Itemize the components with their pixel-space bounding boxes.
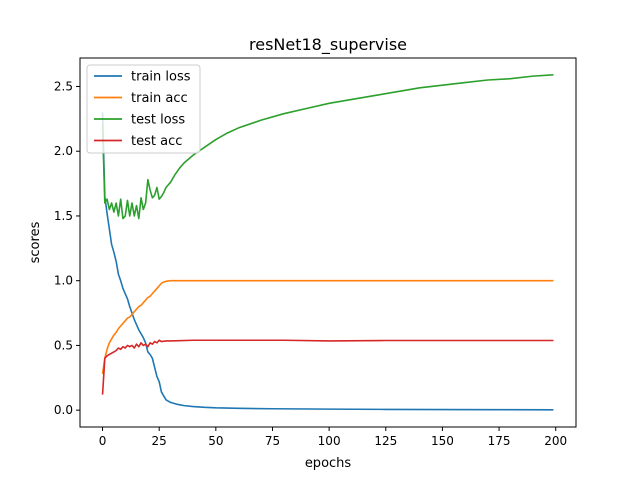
ticks-layer: 0 25 50 75 100 125 150 175 200 0.0 0.5 1.0 1.5 2.0 2.5 [54, 79, 567, 448]
series-layer [101, 74, 554, 411]
x-tick-label: 125 [374, 434, 397, 448]
legend-label: test loss [131, 113, 185, 128]
y-tick-label: 1.0 [54, 274, 73, 288]
y-tick-label: 2.0 [54, 144, 73, 158]
legend-box [86, 64, 201, 154]
plot-frame [79, 57, 577, 428]
series-line-test-acc [101, 339, 554, 395]
series-line-train-acc [101, 279, 554, 375]
x-tick-label: 75 [265, 434, 280, 448]
x-tick-label: 50 [208, 434, 223, 448]
x-tick-label: 0 [99, 434, 107, 448]
y-tick-label: 1.5 [54, 209, 73, 223]
y-tick-label: 0.0 [54, 403, 73, 417]
legend: train loss train acc test loss test acc [86, 64, 201, 154]
y-axis-label: scores [28, 221, 43, 263]
y-tick-label: 0.5 [54, 338, 73, 352]
x-axis-label: epochs [305, 456, 352, 471]
x-tick-label: 100 [318, 434, 341, 448]
legend-label: test acc [131, 134, 182, 149]
y-tick-label: 2.5 [54, 79, 73, 93]
x-tick-label: 150 [431, 434, 454, 448]
series-line-train-loss [101, 112, 554, 411]
legend-label: train acc [131, 91, 188, 106]
legend-label: train loss [131, 70, 191, 85]
series-line-test-loss [101, 74, 554, 220]
x-tick-label: 25 [152, 434, 167, 448]
x-tick-label: 175 [488, 434, 511, 448]
chart-title: resNet18_supervise [249, 35, 407, 55]
x-tick-label: 200 [544, 434, 567, 448]
